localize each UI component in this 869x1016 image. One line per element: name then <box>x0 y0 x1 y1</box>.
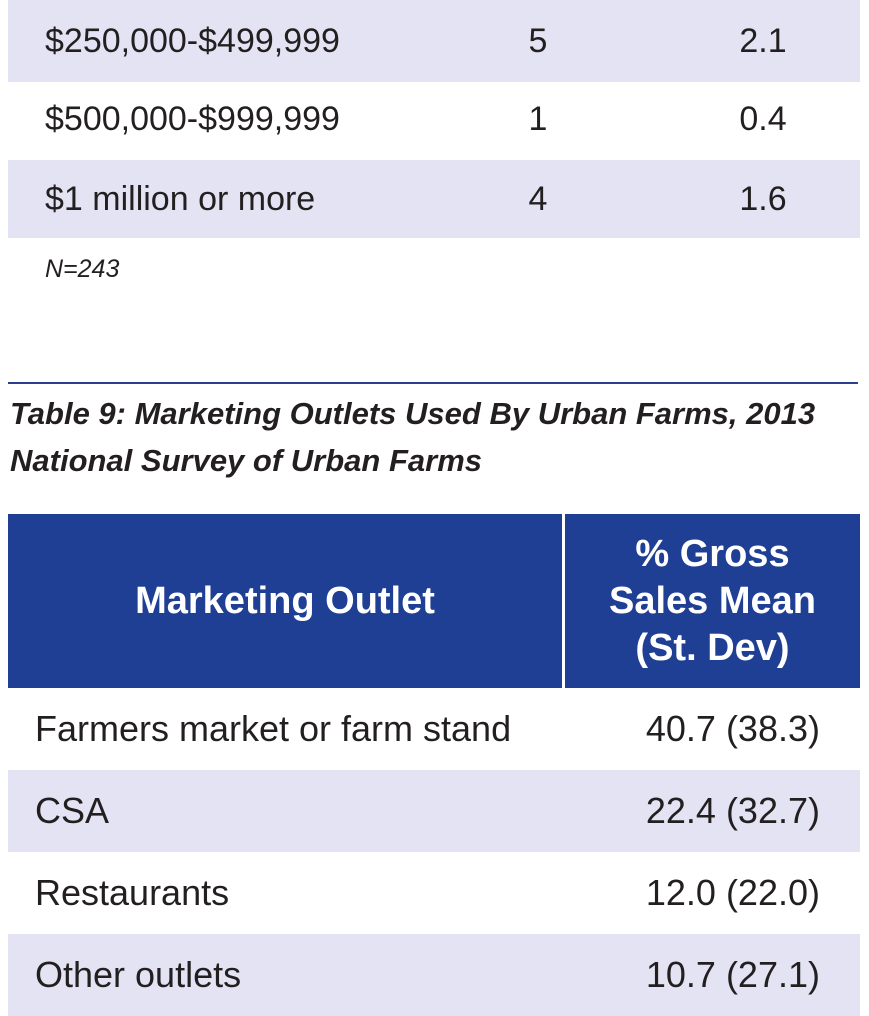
table-header: Marketing Outlet % Gross Sales Mean (St. De… <box>8 514 860 688</box>
header-line: % Gross <box>635 532 790 575</box>
cell: Restaurants <box>35 872 230 913</box>
table-caption: Table 9: Marketing Outlets Used By Urban… <box>10 396 816 431</box>
table-row: $500,000-$999,999 1 0.4 <box>8 80 860 158</box>
cell: 5 <box>528 21 548 60</box>
cell: 40.7 (38.3) <box>645 708 820 749</box>
cell: $250,000-$499,999 <box>45 21 340 60</box>
table-row: Other outlets 10.7 (27.1) <box>8 934 860 1016</box>
cell: 1 <box>528 99 548 138</box>
header-cell: Marketing Outlet <box>8 514 562 688</box>
cell: 0.4 <box>739 99 787 138</box>
header-line: (St. Dev) <box>635 626 790 669</box>
cell: Other outlets <box>35 954 242 995</box>
cell: Farmers market or farm stand <box>35 708 512 749</box>
cell: $1 million or more <box>45 179 316 218</box>
table-note: N=243 <box>45 255 120 283</box>
header-cell: % Gross Sales Mean (St. Dev) <box>565 514 860 688</box>
table-row: $250,000-$499,999 5 2.1 <box>8 0 860 82</box>
header-line: Marketing Outlet <box>135 579 435 622</box>
section-rule <box>8 382 858 384</box>
cell: 2.1 <box>739 21 787 60</box>
header-divider <box>562 514 565 688</box>
cell: 22.4 (32.7) <box>645 790 820 831</box>
cell: 10.7 (27.1) <box>645 954 820 995</box>
cell: 12.0 (22.0) <box>645 872 820 913</box>
cell: 4 <box>528 179 548 218</box>
cell: CSA <box>35 790 110 831</box>
cell: $500,000-$999,999 <box>45 99 340 138</box>
table-row: Restaurants 12.0 (22.0) <box>8 852 860 934</box>
table-caption: National Survey of Urban Farms <box>10 443 483 478</box>
header-line: Sales Mean <box>609 579 816 622</box>
table-row: Farmers market or farm stand 40.7 (38.3) <box>8 688 860 770</box>
table-row: $1 million or more 4 1.6 <box>8 160 860 238</box>
table-row: CSA 22.4 (32.7) <box>8 770 860 852</box>
cell: 1.6 <box>739 179 787 218</box>
